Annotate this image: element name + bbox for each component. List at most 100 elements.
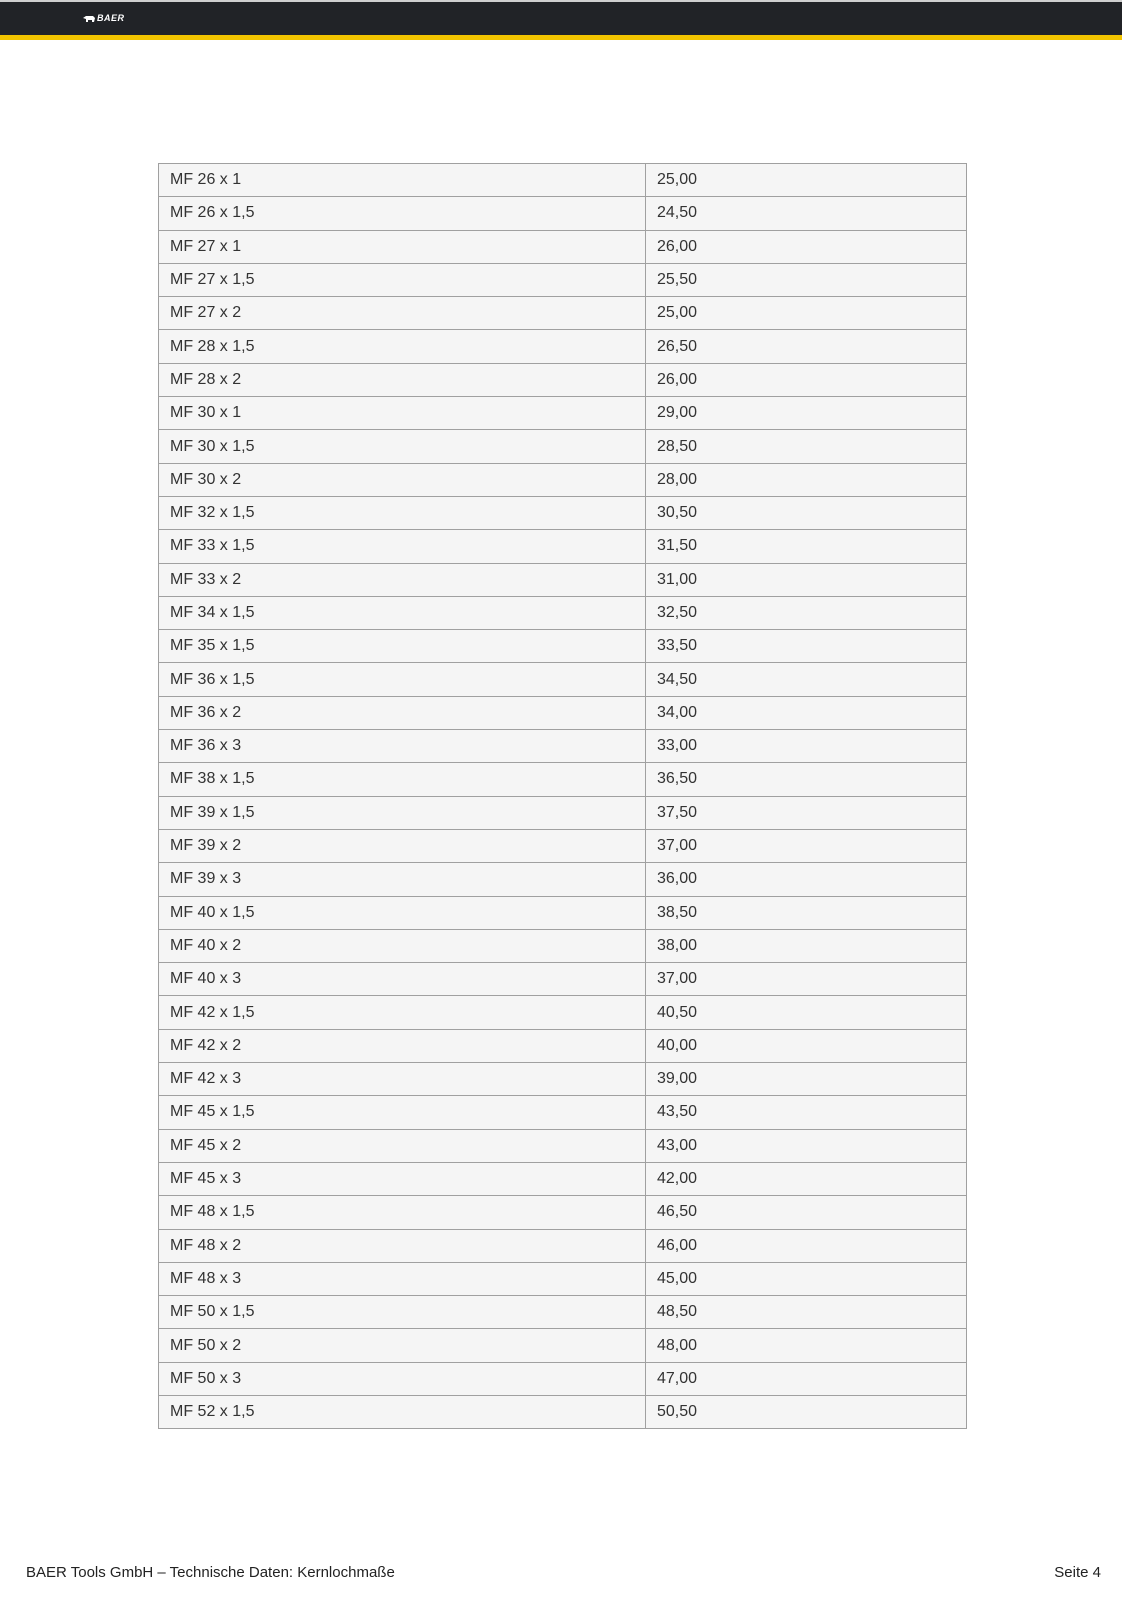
thread-size-cell: MF 32 x 1,5 <box>158 495 646 531</box>
core-hole-cell: 45,00 <box>645 1261 967 1297</box>
table-row: MF 27 x 1,5 25,50 <box>158 262 967 298</box>
thread-size-cell: MF 40 x 1,5 <box>158 895 646 930</box>
core-hole-cell: 30,50 <box>645 495 967 531</box>
table-row: MF 34 x 1,5 32,50 <box>158 595 967 631</box>
thread-size-cell: MF 48 x 1,5 <box>158 1195 646 1230</box>
thread-size-cell: MF 30 x 2 <box>158 462 646 497</box>
core-hole-cell: 36,50 <box>645 762 967 797</box>
thread-size-cell: MF 39 x 1,5 <box>158 795 646 830</box>
thread-size-cell: MF 27 x 1 <box>158 229 646 264</box>
bear-icon <box>83 15 95 22</box>
core-hole-cell: 25,00 <box>645 296 967 331</box>
thread-size-cell: MF 30 x 1 <box>158 396 646 431</box>
table-row: MF 28 x 1,5 26,50 <box>158 329 967 364</box>
table-row: MF 48 x 1,5 46,50 <box>158 1195 967 1230</box>
thread-size-cell: MF 33 x 2 <box>158 562 646 597</box>
core-hole-cell: 40,50 <box>645 995 967 1030</box>
core-hole-cell: 28,00 <box>645 462 967 497</box>
core-hole-cell: 31,50 <box>645 529 967 564</box>
core-hole-cell: 33,50 <box>645 629 967 664</box>
core-hole-cell: 39,00 <box>645 1062 967 1097</box>
accent-stripe <box>0 35 1122 40</box>
core-hole-cell: 32,50 <box>645 595 967 631</box>
table-row: MF 36 x 2 34,00 <box>158 695 967 731</box>
footer-title: BAER Tools GmbH – Technische Daten: Kern… <box>26 1564 395 1581</box>
thread-size-cell: MF 26 x 1,5 <box>158 196 646 231</box>
thread-size-cell: MF 50 x 2 <box>158 1328 646 1363</box>
thread-size-cell: MF 50 x 3 <box>158 1361 646 1396</box>
core-hole-cell: 43,00 <box>645 1128 967 1163</box>
table-row: MF 52 x 1,5 50,50 <box>158 1394 967 1430</box>
core-hole-cell: 43,50 <box>645 1095 967 1130</box>
baer-logo: BAER <box>83 13 125 23</box>
table-row: MF 45 x 2 43,00 <box>158 1128 967 1163</box>
core-hole-cell: 46,50 <box>645 1195 967 1230</box>
thread-size-cell: MF 36 x 2 <box>158 695 646 731</box>
core-hole-cell: 28,50 <box>645 429 967 464</box>
table-row: MF 30 x 2 28,00 <box>158 462 967 497</box>
table-row: MF 45 x 3 42,00 <box>158 1161 967 1197</box>
table-row: MF 48 x 2 46,00 <box>158 1228 967 1263</box>
core-hole-cell: 36,00 <box>645 862 967 897</box>
table-row: MF 35 x 1,5 33,50 <box>158 629 967 664</box>
thread-size-cell: MF 40 x 3 <box>158 962 646 997</box>
core-hole-cell: 29,00 <box>645 396 967 431</box>
core-hole-cell: 40,00 <box>645 1028 967 1064</box>
table-row: MF 42 x 3 39,00 <box>158 1062 967 1097</box>
table-row: MF 50 x 1,5 48,50 <box>158 1295 967 1330</box>
core-hole-cell: 50,50 <box>645 1394 967 1430</box>
thread-size-cell: MF 27 x 2 <box>158 296 646 331</box>
table-row: MF 38 x 1,5 36,50 <box>158 762 967 797</box>
thread-size-cell: MF 26 x 1 <box>158 162 646 198</box>
thread-size-cell: MF 33 x 1,5 <box>158 529 646 564</box>
core-hole-cell: 25,50 <box>645 262 967 298</box>
table-row: MF 36 x 3 33,00 <box>158 729 967 764</box>
table-row: MF 40 x 3 37,00 <box>158 962 967 997</box>
thread-size-cell: MF 48 x 3 <box>158 1261 646 1297</box>
table-row: MF 27 x 1 26,00 <box>158 229 967 264</box>
table-row: MF 30 x 1 29,00 <box>158 396 967 431</box>
table-row: MF 30 x 1,5 28,50 <box>158 429 967 464</box>
thread-size-cell: MF 42 x 3 <box>158 1062 646 1097</box>
thread-size-cell: MF 45 x 3 <box>158 1161 646 1197</box>
thread-size-cell: MF 45 x 1,5 <box>158 1095 646 1130</box>
core-hole-cell: 48,00 <box>645 1328 967 1363</box>
table-row: MF 50 x 2 48,00 <box>158 1328 967 1363</box>
thread-size-cell: MF 27 x 1,5 <box>158 262 646 298</box>
table-row: MF 39 x 1,5 37,50 <box>158 795 967 830</box>
table-row: MF 40 x 1,5 38,50 <box>158 895 967 930</box>
thread-size-cell: MF 52 x 1,5 <box>158 1394 646 1430</box>
core-hole-cell: 47,00 <box>645 1361 967 1396</box>
core-hole-cell: 38,50 <box>645 895 967 930</box>
header-bar: BAER <box>0 0 1122 35</box>
table-row: MF 42 x 1,5 40,50 <box>158 995 967 1030</box>
table-row: MF 42 x 2 40,00 <box>158 1028 967 1064</box>
thread-size-cell: MF 48 x 2 <box>158 1228 646 1263</box>
thread-size-cell: MF 39 x 2 <box>158 828 646 864</box>
core-hole-cell: 25,00 <box>645 162 967 198</box>
thread-size-cell: MF 45 x 2 <box>158 1128 646 1163</box>
core-hole-cell: 37,50 <box>645 795 967 830</box>
table-row: MF 39 x 2 37,00 <box>158 828 967 864</box>
thread-size-cell: MF 36 x 1,5 <box>158 662 646 697</box>
thread-size-cell: MF 40 x 2 <box>158 928 646 964</box>
table-row: MF 33 x 2 31,00 <box>158 562 967 597</box>
core-hole-cell: 33,00 <box>645 729 967 764</box>
table-row: MF 50 x 3 47,00 <box>158 1361 967 1396</box>
core-hole-cell: 38,00 <box>645 928 967 964</box>
thread-size-cell: MF 39 x 3 <box>158 862 646 897</box>
thread-size-cell: MF 34 x 1,5 <box>158 595 646 631</box>
logo-text: BAER <box>97 13 125 23</box>
thread-size-cell: MF 30 x 1,5 <box>158 429 646 464</box>
thread-size-cell: MF 36 x 3 <box>158 729 646 764</box>
thread-size-cell: MF 38 x 1,5 <box>158 762 646 797</box>
thread-size-cell: MF 42 x 2 <box>158 1028 646 1064</box>
thread-size-cell: MF 28 x 2 <box>158 362 646 398</box>
core-hole-cell: 48,50 <box>645 1295 967 1330</box>
table-row: MF 28 x 2 26,00 <box>158 362 967 398</box>
thread-size-cell: MF 42 x 1,5 <box>158 995 646 1030</box>
table-row: MF 40 x 2 38,00 <box>158 928 967 964</box>
core-hole-cell: 46,00 <box>645 1228 967 1263</box>
core-hole-cell: 37,00 <box>645 962 967 997</box>
